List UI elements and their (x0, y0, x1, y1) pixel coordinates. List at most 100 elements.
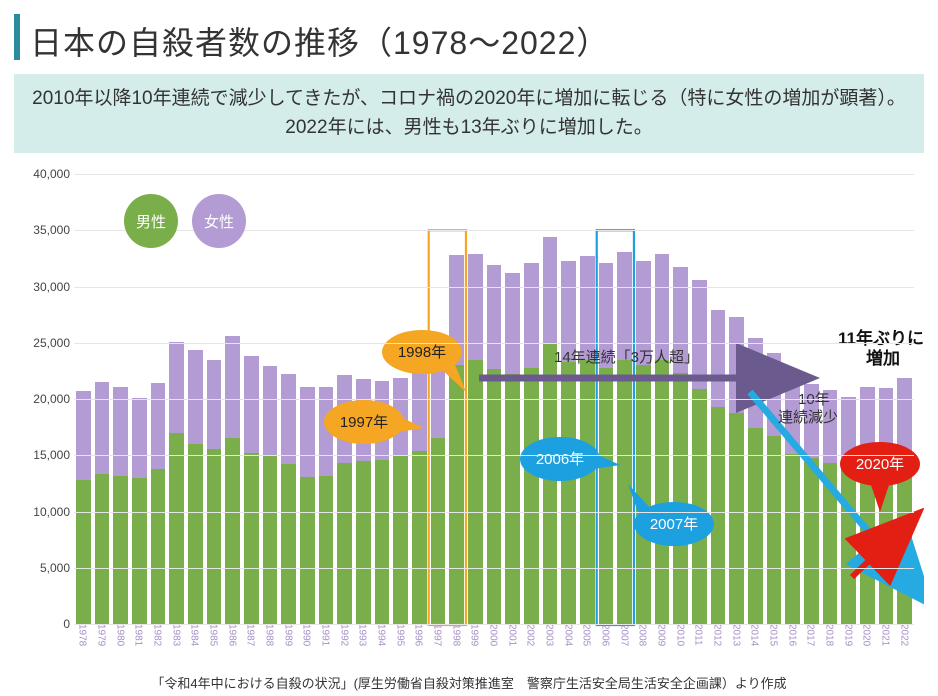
x-tick-label: 1983 (170, 624, 183, 646)
bar-segment-male (151, 469, 166, 624)
bar-segment-male (431, 438, 446, 624)
x-tick-label: 2017 (805, 624, 818, 646)
gridline (74, 343, 914, 344)
x-tick-label: 1998 (450, 624, 463, 646)
bar-segment-female (655, 254, 670, 360)
bar-segment-male (449, 365, 464, 624)
bar-segment-male (281, 464, 296, 624)
bar-segment-female (897, 378, 912, 458)
x-tick-label: 2020 (861, 624, 874, 646)
bar-segment-female (431, 350, 446, 439)
bar-segment-male (692, 389, 707, 624)
gridline (74, 174, 914, 175)
bar-segment-male (543, 344, 558, 624)
bar-segment-male (487, 369, 502, 624)
bar-segment-male (207, 449, 222, 625)
x-tick-label: 1997 (431, 624, 444, 646)
x-tick-label: 1982 (151, 624, 164, 646)
y-tick-label: 0 (14, 617, 70, 631)
x-tick-label: 1987 (245, 624, 258, 646)
bar-segment-male (804, 458, 819, 625)
bar-segment-female (356, 379, 371, 461)
y-tick-label: 40,000 (14, 167, 70, 181)
x-tick-label: 2005 (581, 624, 594, 646)
bar-segment-female (95, 382, 110, 474)
x-tick-label: 1984 (189, 624, 202, 646)
bar-segment-male (375, 460, 390, 624)
bar-segment-male (188, 444, 203, 624)
bar-segment-female (785, 378, 800, 455)
bar-segment-male (729, 413, 744, 625)
x-tick-label: 2014 (749, 624, 762, 646)
bar-segment-female (449, 255, 464, 365)
bar-segment-female (169, 342, 184, 433)
gridline (74, 455, 914, 456)
bar-segment-male (319, 476, 334, 625)
x-tick-label: 2009 (655, 624, 668, 646)
bar-segment-male (393, 456, 408, 624)
x-tick-label: 2015 (767, 624, 780, 646)
bar-segment-male (860, 465, 875, 624)
chart-area: 1978197919801981198219831984198519861987… (14, 162, 924, 662)
bar-segment-female (636, 261, 651, 366)
x-tick-label: 2008 (637, 624, 650, 646)
bar-segment-female (505, 273, 520, 374)
bar-segment-male (748, 428, 763, 624)
y-tick-label: 15,000 (14, 448, 70, 462)
x-tick-label: 1993 (357, 624, 370, 646)
bar-segment-male (823, 463, 838, 624)
page-title: 日本の自殺者数の推移（1978～2022） (30, 18, 609, 64)
bar-segment-male (356, 461, 371, 624)
x-tick-label: 1978 (77, 624, 90, 646)
gridline (74, 512, 914, 513)
x-tick-label: 1999 (469, 624, 482, 646)
title-accent-bar (14, 14, 20, 60)
bar-segment-male (132, 478, 147, 624)
y-tick-label: 20,000 (14, 392, 70, 406)
x-tick-label: 1988 (263, 624, 276, 646)
bar-segment-male (841, 465, 856, 624)
x-tick-label: 2013 (730, 624, 743, 646)
bar-segment-female (580, 256, 595, 360)
x-tick-label: 1980 (114, 624, 127, 646)
bar-segment-female (692, 280, 707, 389)
x-tick-label: 2006 (599, 624, 612, 646)
y-tick-label: 10,000 (14, 505, 70, 519)
bar-segment-female (281, 374, 296, 464)
x-tick-label: 1986 (226, 624, 239, 646)
x-tick-label: 2022 (898, 624, 911, 646)
y-tick-label: 35,000 (14, 223, 70, 237)
bar-segment-male (636, 365, 651, 624)
gridline (74, 287, 914, 288)
x-tick-label: 2003 (543, 624, 556, 646)
x-tick-label: 1989 (282, 624, 295, 646)
bar-segment-male (785, 454, 800, 624)
x-tick-label: 2004 (562, 624, 575, 646)
bar-segment-male (300, 477, 315, 624)
bar-segment-female (244, 356, 259, 453)
x-tick-label: 1991 (319, 624, 332, 646)
bar-segment-male (412, 451, 427, 624)
legend-pill: 女性 (192, 194, 246, 248)
bar-segment-female (207, 360, 222, 449)
bar-segment-female (673, 267, 688, 373)
bar-segment-female (543, 237, 558, 344)
bar-segment-female (393, 378, 408, 457)
x-tick-label: 1996 (413, 624, 426, 646)
x-tick-label: 2019 (842, 624, 855, 646)
bar-segment-male (561, 362, 576, 624)
bar-segment-male (169, 433, 184, 624)
bar-segment-male (673, 373, 688, 624)
bar-segment-male (263, 456, 278, 624)
legend-pill: 男性 (124, 194, 178, 248)
x-tick-label: 2010 (674, 624, 687, 646)
y-tick-label: 25,000 (14, 336, 70, 350)
bar-segment-male (76, 480, 91, 624)
x-tick-label: 1979 (95, 624, 108, 646)
gridline (74, 399, 914, 400)
x-tick-label: 1992 (338, 624, 351, 646)
x-tick-label: 2007 (618, 624, 631, 646)
bar-segment-male (599, 368, 614, 625)
bar-segment-female (263, 366, 278, 456)
x-tick-label: 2002 (525, 624, 538, 646)
